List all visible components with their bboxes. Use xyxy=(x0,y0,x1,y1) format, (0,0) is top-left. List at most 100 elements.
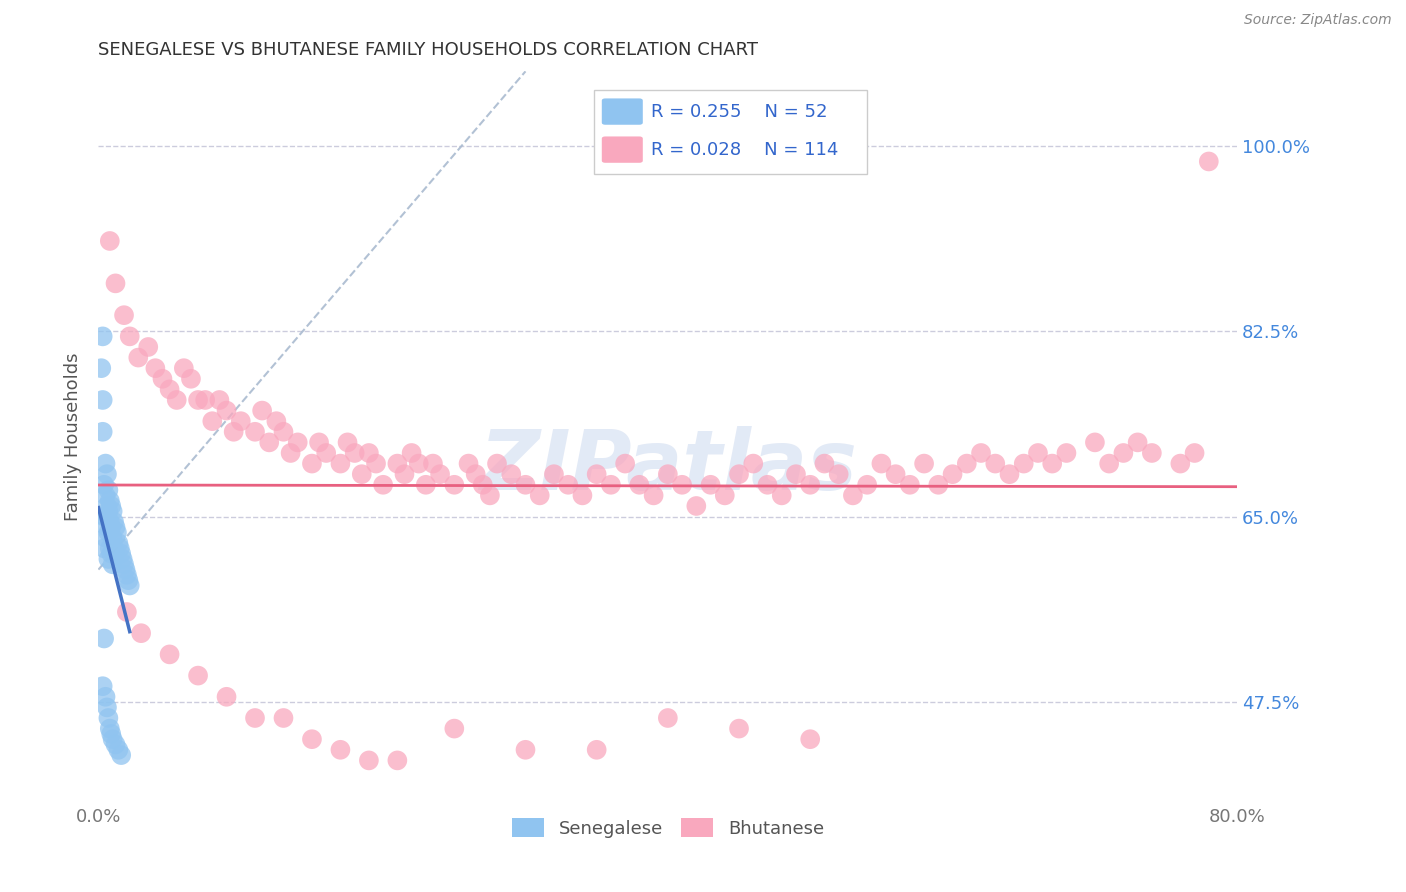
Point xyxy=(1112,446,1135,460)
Legend: Senegalese, Bhutanese: Senegalese, Bhutanese xyxy=(505,811,831,845)
FancyBboxPatch shape xyxy=(602,136,643,163)
Point xyxy=(315,446,337,460)
Point xyxy=(699,477,721,491)
Point xyxy=(101,504,124,518)
Point xyxy=(93,541,115,556)
Point xyxy=(515,477,537,491)
Point xyxy=(585,743,607,757)
Point xyxy=(942,467,965,482)
Point xyxy=(280,446,302,460)
Point xyxy=(457,457,479,471)
Point xyxy=(90,361,112,376)
Point xyxy=(259,435,281,450)
Point xyxy=(194,392,217,407)
Point xyxy=(471,477,494,491)
Point xyxy=(96,700,118,714)
Point xyxy=(101,558,124,572)
Point xyxy=(100,547,122,561)
Point xyxy=(94,690,117,704)
Point xyxy=(159,648,181,662)
Point xyxy=(118,578,141,592)
Point xyxy=(329,743,352,757)
Point xyxy=(856,477,879,491)
Point xyxy=(273,425,295,439)
Point xyxy=(166,392,188,407)
Point xyxy=(501,467,523,482)
Point xyxy=(93,477,115,491)
Point xyxy=(173,361,195,376)
Point xyxy=(998,467,1021,482)
Point xyxy=(112,308,135,322)
Point xyxy=(1126,435,1149,450)
Point xyxy=(557,477,579,491)
Point xyxy=(273,711,295,725)
Point xyxy=(984,457,1007,471)
Point xyxy=(180,372,202,386)
Point xyxy=(104,738,127,752)
Y-axis label: Family Households: Family Households xyxy=(65,353,83,521)
Point xyxy=(813,457,835,471)
Point xyxy=(152,372,174,386)
Point xyxy=(884,467,907,482)
Point xyxy=(97,483,120,497)
Point xyxy=(671,477,693,491)
Point xyxy=(98,493,121,508)
Point xyxy=(145,361,167,376)
Point xyxy=(756,477,779,491)
Point xyxy=(1198,154,1220,169)
Point xyxy=(301,457,323,471)
Point xyxy=(111,552,134,566)
Point xyxy=(94,531,117,545)
Point xyxy=(98,722,121,736)
Point xyxy=(600,477,623,491)
Point xyxy=(728,722,751,736)
Point xyxy=(96,467,118,482)
Point xyxy=(742,457,765,471)
Point xyxy=(136,340,159,354)
Point xyxy=(785,467,807,482)
Point xyxy=(799,732,821,747)
Point xyxy=(215,690,238,704)
Point xyxy=(628,477,651,491)
Point xyxy=(97,711,120,725)
Point xyxy=(329,457,352,471)
Point xyxy=(97,552,120,566)
Point xyxy=(657,467,679,482)
Point xyxy=(1170,457,1192,471)
Point xyxy=(770,488,793,502)
Point xyxy=(91,679,114,693)
Point xyxy=(215,403,238,417)
Point xyxy=(1040,457,1063,471)
Point xyxy=(115,567,138,582)
Point xyxy=(129,626,152,640)
Point xyxy=(91,329,114,343)
Point xyxy=(515,743,537,757)
Point xyxy=(1056,446,1078,460)
Point xyxy=(96,499,118,513)
Point xyxy=(429,467,451,482)
Point xyxy=(415,477,437,491)
Point xyxy=(101,531,124,545)
Point xyxy=(229,414,252,428)
Point xyxy=(301,732,323,747)
Point xyxy=(842,488,865,502)
Point xyxy=(101,732,124,747)
Point xyxy=(408,457,430,471)
Point xyxy=(486,457,509,471)
Point xyxy=(571,488,593,502)
Text: ZIPatlas: ZIPatlas xyxy=(479,425,856,507)
Point xyxy=(159,383,181,397)
Point xyxy=(187,668,209,682)
Point xyxy=(1184,446,1206,460)
Point xyxy=(108,541,131,556)
Point xyxy=(127,351,149,365)
Point xyxy=(1140,446,1163,460)
Text: SENEGALESE VS BHUTANESE FAMILY HOUSEHOLDS CORRELATION CHART: SENEGALESE VS BHUTANESE FAMILY HOUSEHOLD… xyxy=(98,41,758,59)
Point xyxy=(1026,446,1049,460)
Point xyxy=(98,515,121,529)
Point xyxy=(357,753,380,767)
Point xyxy=(222,425,245,439)
Point xyxy=(364,457,387,471)
Point xyxy=(243,711,266,725)
Point xyxy=(187,392,209,407)
